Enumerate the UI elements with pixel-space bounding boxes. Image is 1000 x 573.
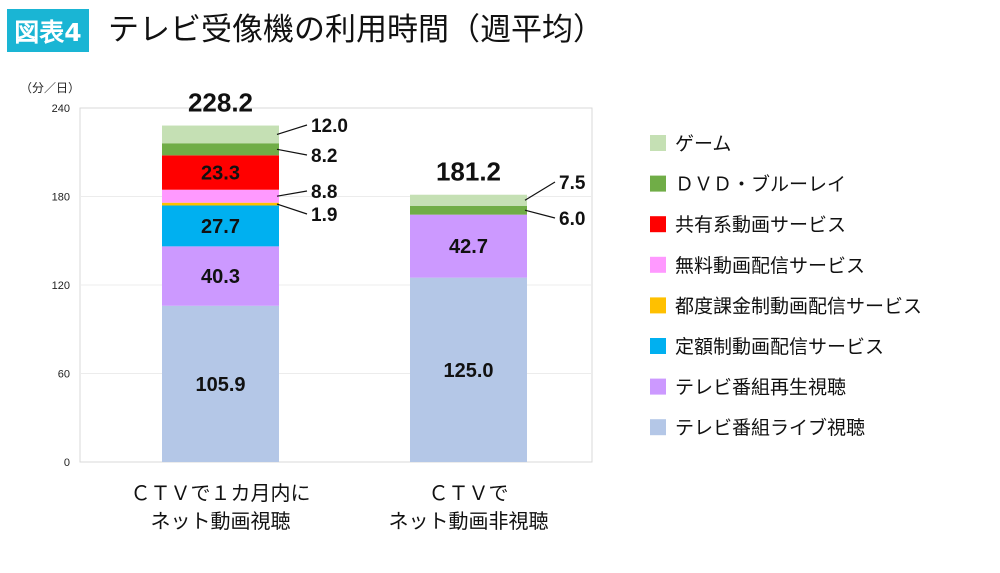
data-label: 12.0	[311, 116, 348, 137]
bar-segment	[162, 205, 279, 247]
leader-line	[276, 203, 308, 215]
x-category-label: ネット動画非視聴	[389, 510, 549, 533]
legend-label: 定額制動画配信サービス	[675, 336, 884, 358]
legend-swatch	[650, 378, 666, 395]
legend-swatch	[650, 297, 666, 314]
total-label: 181.2	[436, 157, 501, 187]
data-label: 8.2	[311, 146, 337, 167]
y-axis-unit: （分／日）	[20, 81, 80, 95]
y-tick-label: 180	[52, 192, 70, 204]
y-tick-label: 240	[52, 103, 70, 115]
legend-swatch	[650, 256, 666, 273]
bar-segment	[162, 125, 279, 144]
data-label: 1.9	[311, 205, 337, 226]
leader-line	[524, 181, 556, 201]
data-label: 40.3	[201, 266, 240, 288]
legend-label: 都度課金制動画配信サービス	[675, 295, 922, 317]
leader-line	[276, 190, 308, 197]
bar-segment	[162, 305, 279, 462]
bar-segment	[410, 205, 527, 215]
data-label: 7.5	[559, 173, 586, 194]
legend-label: 共有系動画サービス	[675, 214, 846, 236]
bar-segment	[162, 202, 279, 206]
legend-label: ゲーム	[675, 133, 731, 155]
leader-line	[276, 148, 308, 156]
data-label: 23.3	[201, 163, 240, 185]
data-label: 42.7	[449, 236, 488, 258]
chart-title: テレビ受像機の利用時間（週平均）	[108, 12, 604, 48]
bar-segment	[162, 246, 279, 306]
bar-segment	[162, 189, 279, 203]
figure-badge: 図表4	[7, 9, 89, 52]
legend-swatch	[650, 419, 666, 436]
x-category-label: ＣＴＶで１カ月内に	[131, 482, 311, 505]
data-label: 6.0	[559, 209, 585, 230]
data-label: 125.0	[443, 360, 493, 382]
data-label: 27.7	[201, 216, 240, 238]
legend-swatch	[650, 338, 666, 354]
y-tick-label: 120	[52, 280, 70, 292]
total-label: 228.2	[188, 88, 253, 118]
leader-line	[524, 209, 556, 219]
y-tick-label: 0	[64, 457, 70, 469]
data-label: 8.8	[311, 182, 337, 203]
legend-swatch	[650, 135, 666, 151]
legend-label: テレビ番組再生視聴	[675, 377, 846, 399]
leader-line	[276, 124, 308, 135]
bar-segment	[162, 155, 279, 190]
x-category-label: ネット動画視聴	[151, 510, 291, 533]
data-label: 105.9	[195, 374, 245, 396]
bar-segment	[410, 214, 527, 278]
legend-label: ＤＶＤ・ブルーレイ	[675, 173, 846, 196]
bar-segment	[410, 277, 527, 462]
legend-label: テレビ番組ライブ視聴	[675, 416, 865, 439]
legend-swatch	[650, 175, 666, 192]
bar-segment	[162, 143, 279, 156]
bar-segment	[410, 194, 527, 206]
x-category-label: ＣＴＶで	[429, 483, 509, 505]
y-tick-label: 60	[58, 369, 70, 381]
legend-swatch	[650, 216, 666, 233]
legend-label: 無料動画配信サービス	[675, 255, 865, 277]
